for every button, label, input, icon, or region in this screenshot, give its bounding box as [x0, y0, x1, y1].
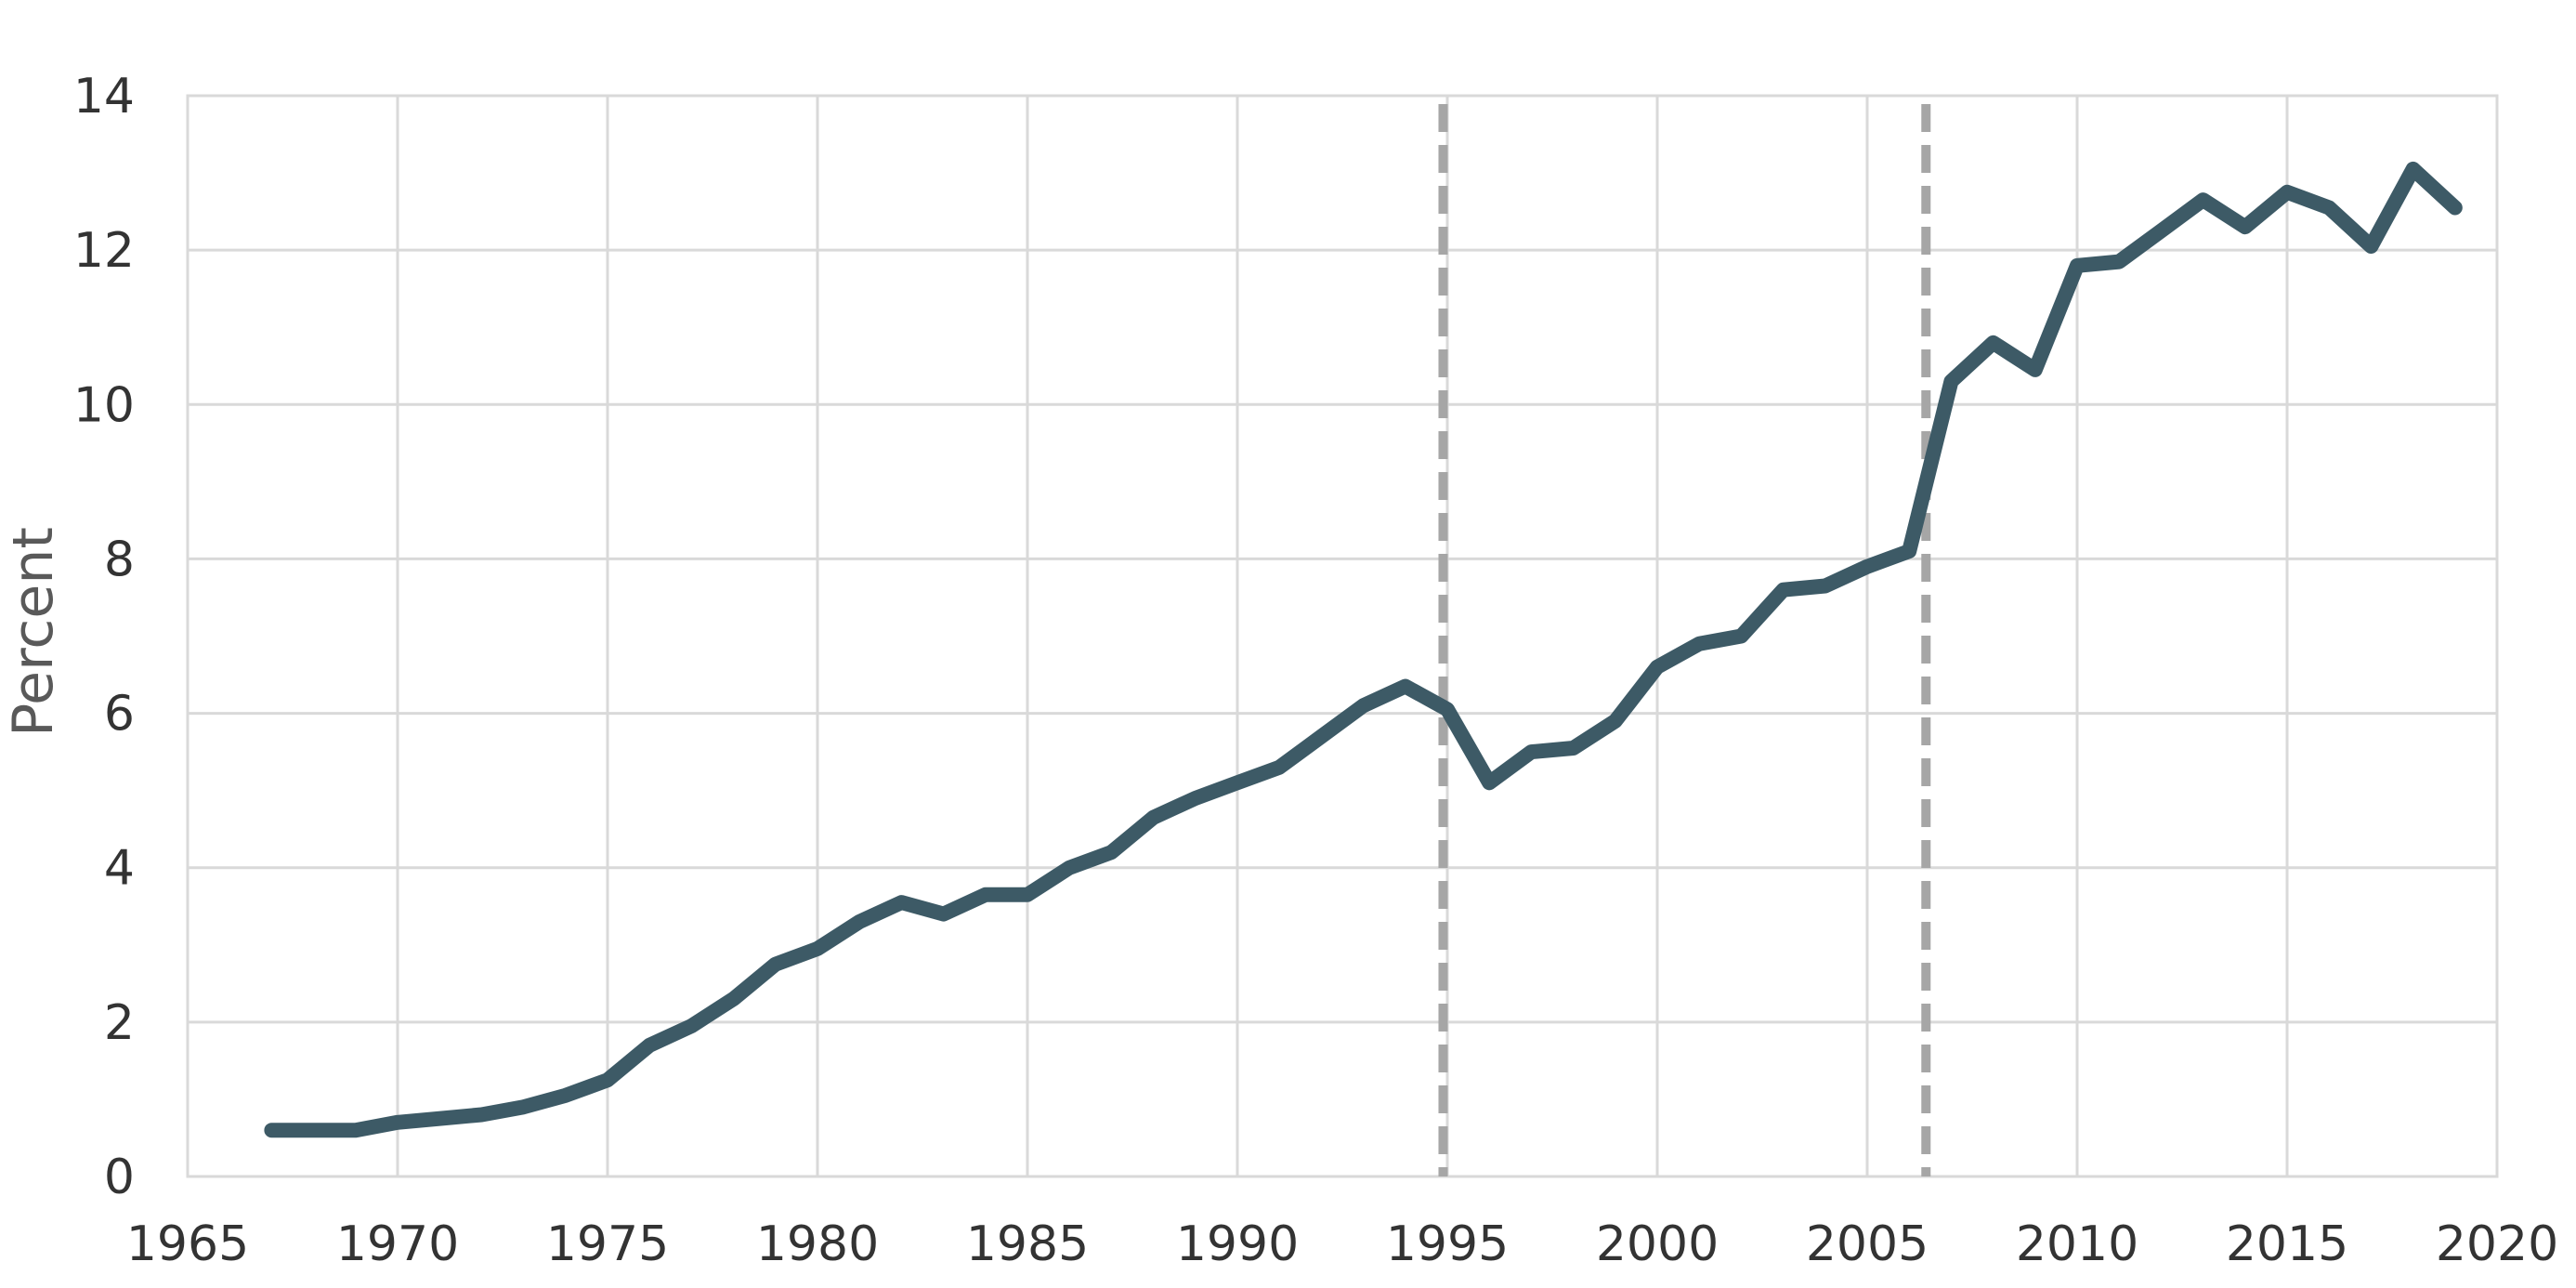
x-tick-label: 1995 [1386, 1216, 1509, 1272]
y-tick-label: 8 [104, 532, 135, 587]
y-axis-title: Percent [1, 527, 66, 737]
x-tick-label: 2000 [1596, 1216, 1719, 1272]
reference-lines [1438, 104, 1931, 1176]
x-tick-label: 1965 [126, 1216, 249, 1272]
x-tick-label: 1975 [546, 1216, 669, 1272]
x-tick-label: 2005 [1806, 1216, 1929, 1272]
x-tick-label: 1985 [966, 1216, 1089, 1272]
y-tick-label: 14 [73, 69, 135, 125]
y-tick-label: 0 [104, 1150, 135, 1205]
y-tick-label: 12 [73, 223, 135, 279]
x-tick-label: 2020 [2436, 1216, 2558, 1272]
x-tick-label: 2010 [2016, 1216, 2138, 1272]
y-tick-label: 2 [104, 995, 135, 1051]
plot-frame [186, 94, 2499, 1178]
y-axis: 0 2 4 6 8 10 12 14 [73, 69, 135, 1205]
x-tick-label: 1970 [336, 1216, 459, 1272]
y-tick-label: 10 [73, 377, 135, 433]
x-tick-label: 1980 [756, 1216, 879, 1272]
x-tick-label: 1990 [1176, 1216, 1299, 1272]
series-group [264, 161, 2463, 1138]
y-tick-label: 4 [104, 841, 135, 897]
series-line [264, 161, 2463, 1138]
x-axis: 1965 1970 1975 1980 1985 1990 1995 2000 2005 2010… [126, 1216, 2558, 1272]
gridlines [186, 94, 2499, 1178]
y-tick-label: 6 [104, 687, 135, 743]
x-tick-label: 2015 [2226, 1216, 2348, 1272]
